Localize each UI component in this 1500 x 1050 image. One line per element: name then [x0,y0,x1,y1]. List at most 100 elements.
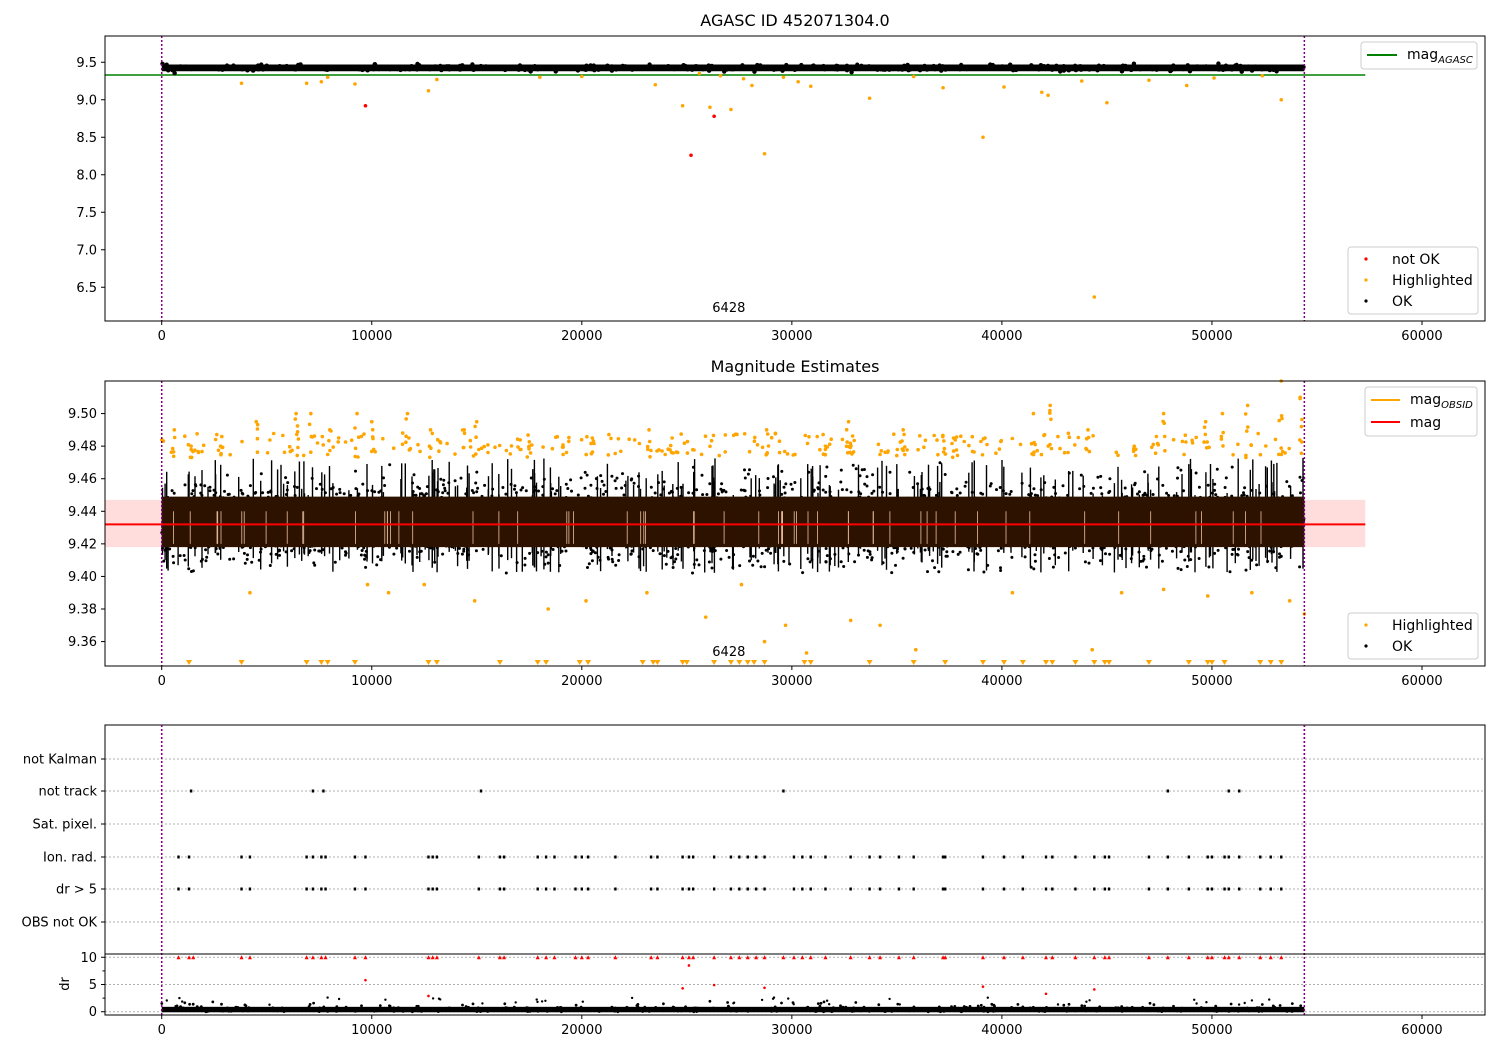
flag-marker [897,855,901,859]
ok-point [958,491,962,495]
highlighted-point [708,105,712,110]
ok-point [854,467,858,471]
ok-point [443,489,447,493]
ok-point [1183,558,1187,562]
ok-point [1197,485,1201,489]
y-tick-label: 9.0 [76,93,97,108]
ok-point [439,67,444,73]
highlighted-point [844,444,849,449]
flag-marker [1210,887,1214,891]
ok-point [475,490,479,494]
plot-frame [104,380,1486,667]
ok-point [406,65,411,70]
ok-point [1242,491,1245,495]
highlighted-point [1066,450,1070,455]
dr-point [317,1010,321,1013]
ok-point [523,563,527,567]
ok-point [402,66,408,72]
highlighted-point [791,453,795,457]
highlighted-point [1035,448,1039,453]
highlighted-point [663,452,667,457]
highlighted-point [755,443,760,447]
ok-point [511,65,516,70]
highlighted-point [1202,425,1207,430]
dr-point [990,1002,994,1006]
ok-point [1197,557,1201,560]
highlighted-point [497,443,502,448]
ok-point [558,66,563,71]
dr-point [641,1010,645,1013]
ok-point [894,563,897,567]
highlighted-point [1245,403,1250,408]
flag-marker [941,887,945,891]
highlighted-point [240,439,244,444]
ok-point [706,66,712,71]
dr-point [1214,1005,1218,1009]
highlighted-point [408,446,413,451]
ok-point [517,65,522,70]
ok-point [945,550,949,554]
ok-point [759,565,763,569]
highlighted-point [216,448,221,453]
highlighted-point [883,450,887,455]
y-tick-label: 6.5 [76,281,97,296]
highlighted-point [955,453,960,458]
flag-marker [687,887,691,891]
dr-point [780,1001,783,1005]
ok-point [1265,64,1271,69]
highlighted-point [647,428,651,432]
highlighted-point [307,422,312,427]
ok-point [1123,486,1127,490]
ok-points-band [161,496,1305,548]
ok-point [741,65,746,71]
highlighted-point [1205,594,1210,598]
ok-point [705,493,709,496]
ok-point [1072,63,1078,69]
highlighted-clipped-marker [1221,660,1228,665]
dr-point [852,1009,856,1013]
highlighted-point [941,450,946,454]
ok-point [901,556,905,560]
ok-point [170,489,174,493]
dr-point [475,1010,479,1013]
ok-point [1213,482,1217,486]
highlighted-point [369,449,374,454]
dr-point [1020,1007,1024,1011]
ok-point [551,548,555,551]
dr-point [536,1009,540,1013]
ok-point [630,477,634,481]
ok-point [901,66,906,71]
dr-point [418,1007,422,1011]
ok-point [174,64,179,70]
x-tick-label: 50000 [1191,329,1232,344]
ok-point [1176,566,1180,570]
x-tick-label: 50000 [1191,674,1232,689]
ok-point [830,64,836,70]
highlighted-point [1256,431,1260,436]
ok-point [1195,65,1201,70]
ok-point [162,559,166,563]
ok-point [313,548,317,552]
flag-marker [580,855,584,859]
ok-point [1249,68,1255,73]
flag-marker [1187,887,1191,891]
ok-point [727,555,731,559]
point-count-label: 6428 [712,645,745,660]
ok-point [666,64,672,69]
dr-point [308,1003,312,1006]
ok-point [609,68,615,73]
highlighted-point [1076,435,1081,440]
flag-marker [1021,887,1025,891]
ok-point [1207,565,1211,569]
ok-point [1255,563,1259,567]
dr-point [1061,1009,1065,1012]
ok-point [544,555,548,559]
dr-point [344,1005,348,1009]
ok-point [661,65,666,71]
dr-point [1007,1008,1010,1012]
ok-point [720,482,724,486]
ok-point [664,562,668,566]
highlighted-point [970,434,975,439]
highlighted-point [404,434,408,439]
